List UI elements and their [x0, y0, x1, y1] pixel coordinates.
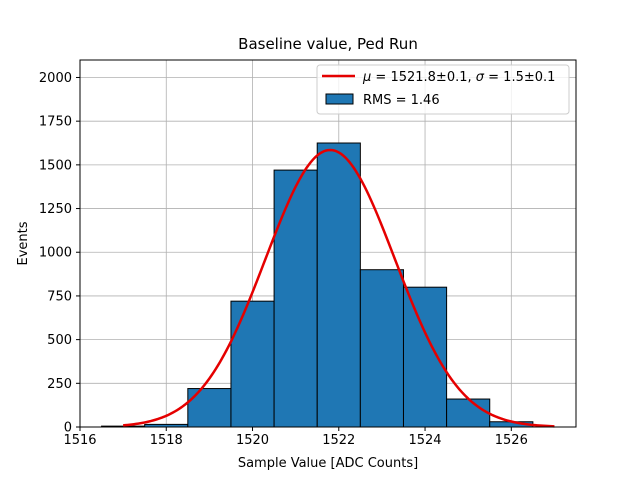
y-tick-label: 1750: [39, 115, 72, 130]
y-tick-label: 1000: [39, 246, 72, 261]
histogram-bar: [230, 300, 275, 428]
histogram-bar: [446, 398, 491, 428]
y-tick-label: 2000: [39, 71, 72, 86]
legend-box: [316, 64, 570, 115]
y-tick-label: 500: [47, 333, 72, 348]
x-tick-label: 1518: [150, 433, 183, 448]
legend-hist-label: RMS = 1.46: [363, 93, 440, 108]
legend-fit-label: μ = 1521.8±0.1, σ = 1.5±0.1: [362, 70, 555, 85]
legend-sigma-symbol: σ: [476, 70, 485, 85]
fit-curve: [123, 148, 555, 428]
y-axis-ticks: 0 250 500 750 1000 1250 1500 1750 2000: [39, 71, 80, 436]
x-tick-label: 1516: [63, 433, 96, 448]
y-tick-label: 0: [64, 421, 72, 436]
plot-frame: [79, 59, 577, 428]
x-tick-label: 1524: [408, 433, 441, 448]
legend-sigma-value: = 1.5±0.1: [484, 70, 555, 85]
legend-mu-value: = 1521.8±0.1,: [371, 70, 475, 85]
histogram-bar: [316, 142, 361, 428]
y-tick-label: 250: [47, 377, 72, 392]
y-tick-label: 1500: [39, 158, 72, 173]
chart-title: Baseline value, Ped Run: [238, 35, 418, 53]
gaussian-fit: [123, 148, 555, 428]
histogram-bar: [359, 269, 404, 428]
x-tick-label: 1520: [236, 433, 269, 448]
x-axis-ticks: 1516 1518 1520 1522 1524 1526: [63, 427, 528, 448]
x-tick-label: 1526: [495, 433, 528, 448]
legend-hist-swatch: [325, 93, 354, 105]
histogram-bar: [402, 286, 448, 428]
histogram-bar: [187, 388, 232, 428]
x-axis-label: Sample Value [ADC Counts]: [238, 456, 418, 471]
histogram-bars: [101, 142, 534, 428]
x-tick-label: 1522: [322, 433, 355, 448]
histogram-bar: [273, 169, 318, 428]
y-tick-label: 1250: [39, 202, 72, 217]
legend: μ = 1521.8±0.1, σ = 1.5±0.1 RMS = 1.46: [316, 64, 570, 115]
legend-mu-symbol: μ: [362, 70, 371, 85]
y-tick-label: 750: [47, 289, 72, 304]
y-axis-label: Events: [16, 221, 31, 265]
